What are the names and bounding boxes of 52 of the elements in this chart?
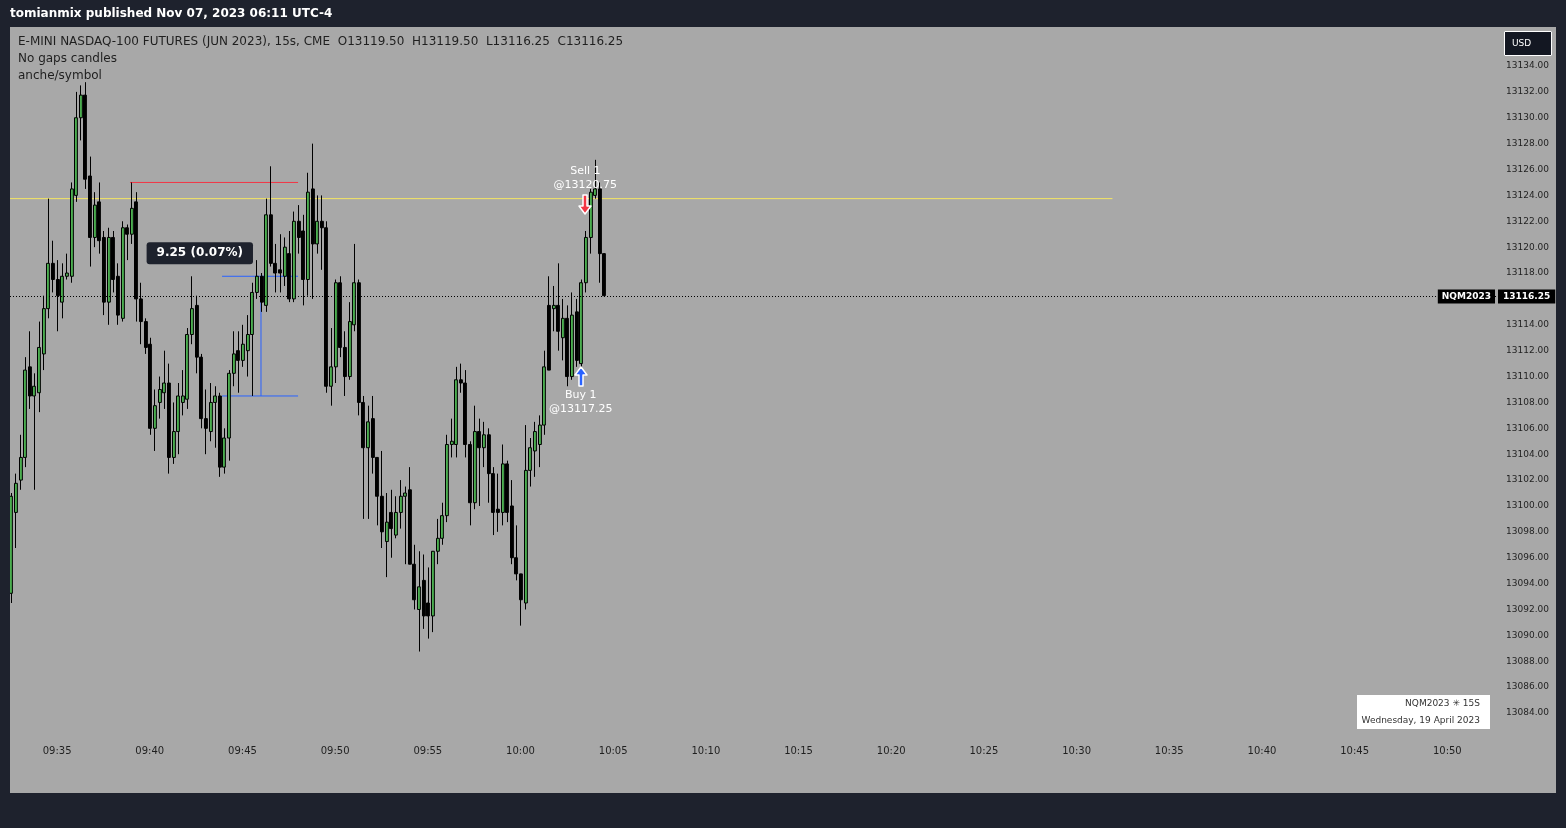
- x-tick-label: 10:30: [1062, 744, 1092, 756]
- y-tick-label: 13090.00: [1506, 629, 1550, 640]
- x-tick-label: 10:15: [784, 744, 813, 756]
- y-tick-label: 13092.00: [1506, 603, 1550, 614]
- y-tick-label: 13086.00: [1506, 681, 1550, 692]
- x-tick-label: 10:35: [1154, 744, 1184, 756]
- y-tick-label: 13132.00: [1506, 86, 1550, 97]
- x-tick-label: 10:25: [969, 744, 999, 756]
- y-tick-label: 13094.00: [1506, 577, 1550, 588]
- y-tick-label: 13124.00: [1506, 189, 1550, 200]
- y-tick-label: 13122.00: [1506, 215, 1550, 226]
- y-tick-label: 13128.00: [1506, 137, 1550, 148]
- x-tick-label: 10:40: [1247, 744, 1277, 756]
- x-tick-label: 09:50: [320, 744, 350, 756]
- y-tick-label: 13118.00: [1506, 267, 1550, 278]
- x-tick-label: 10:50: [1432, 744, 1462, 756]
- y-tick-label: 13108.00: [1506, 396, 1550, 407]
- y-tick-label: 13098.00: [1506, 526, 1550, 537]
- y-tick-label: 13100.00: [1506, 500, 1550, 511]
- x-tick-label: 09:45: [228, 744, 257, 756]
- y-tick-label: 13110.00: [1506, 370, 1550, 381]
- y-tick-label: 13130.00: [1506, 112, 1550, 123]
- y-tick-label: 13104.00: [1506, 448, 1550, 459]
- y-tick-label: 13112.00: [1506, 345, 1550, 356]
- y-tick-label: 13120.00: [1506, 241, 1550, 252]
- x-tick-label: 09:40: [135, 744, 165, 756]
- y-tick-label: 13088.00: [1506, 655, 1550, 666]
- x-tick-label: 10:05: [598, 744, 628, 756]
- annotation: Buy 1 @13117.25: [548, 387, 613, 415]
- y-tick-label: 13134.00: [1506, 60, 1550, 71]
- y-tick-label: 13106.00: [1506, 422, 1550, 433]
- chart-title: E-MINI NASDAQ-100 FUTURES (JUN 2023), 15s, CME O13119.50 H13119.50 L13116.25 C13116.25: [18, 34, 624, 48]
- ref-line-label: NQM2023: [1441, 290, 1492, 301]
- x-tick-label: 10:45: [1340, 744, 1370, 756]
- text: USD: [1512, 38, 1532, 49]
- annotation: 9.25 (0.07%): [156, 245, 243, 260]
- x-tick-label: 10:00: [506, 744, 535, 756]
- y-tick-label: 13102.00: [1506, 474, 1550, 485]
- x-tick-label: 09:55: [413, 744, 443, 756]
- text: Wednesday, 19 April 2023: [1361, 714, 1480, 725]
- y-tick-label: 13096.00: [1506, 552, 1550, 563]
- text: 13116.25: [1503, 290, 1551, 301]
- y-tick-label: 13126.00: [1506, 163, 1550, 174]
- y-tick-label: 13084.00: [1506, 707, 1550, 718]
- x-tick-label: 10:20: [876, 744, 906, 756]
- chart-subtitle: No gaps candles: [18, 51, 117, 65]
- x-tick-label: 10:10: [691, 744, 721, 756]
- annotation: anche/symbol: [18, 68, 102, 82]
- y-tick-label: 13114.00: [1506, 319, 1550, 330]
- text: tomianmix published Nov 07, 2023 06:11 UTC-4: [10, 6, 333, 20]
- annotation: NQM2023 ✳ 15S: [1405, 697, 1481, 708]
- x-tick-label: 09:35: [42, 744, 72, 756]
